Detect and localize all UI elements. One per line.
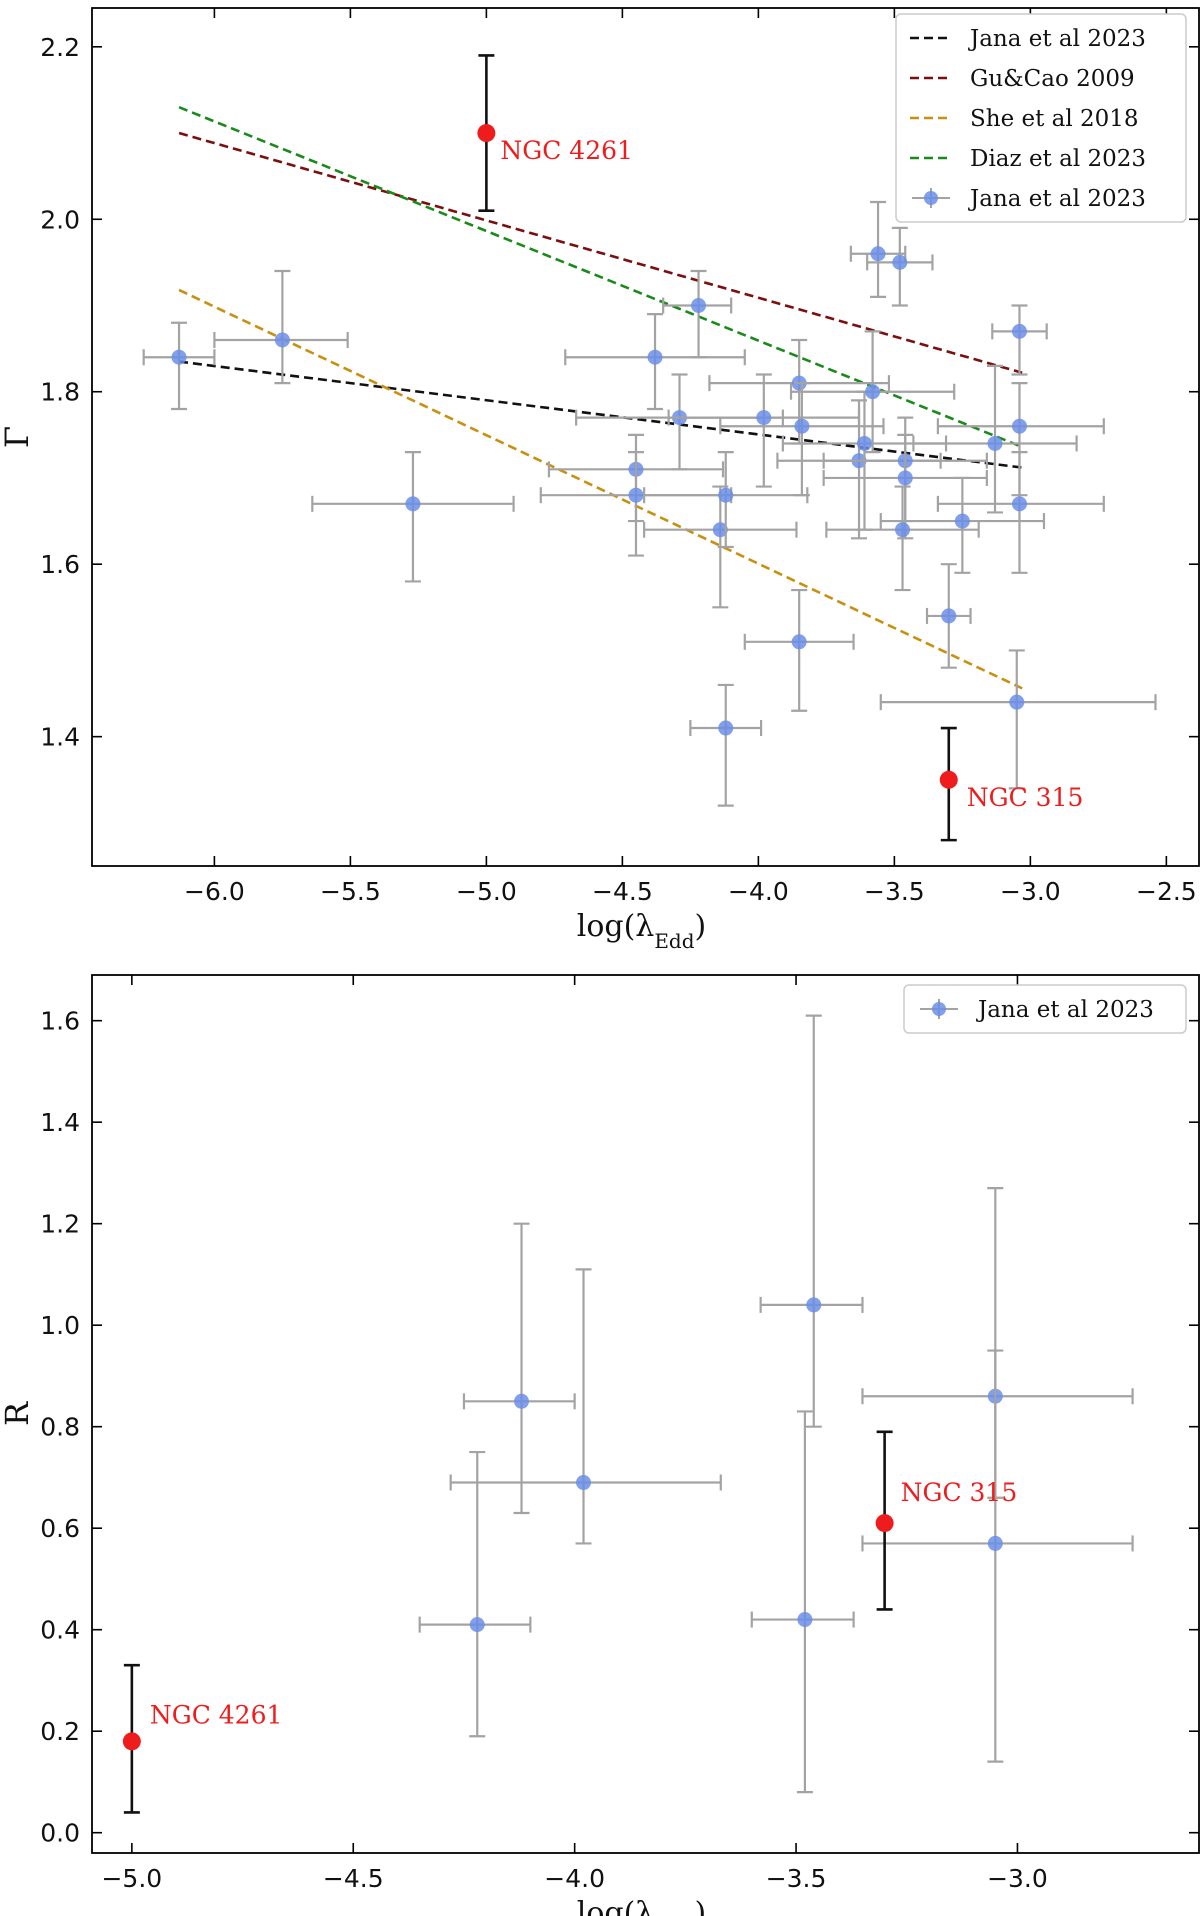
data-point [1011, 496, 1027, 512]
data-point [939, 770, 958, 789]
data-point [477, 124, 496, 143]
data-point [856, 435, 872, 451]
point-annotation: NGC 315 [967, 783, 1084, 812]
legend-label: Gu&Cao 2009 [970, 66, 1135, 92]
x-tick-label: −3.5 [864, 877, 925, 906]
data-point [987, 435, 1003, 451]
y-tick-label: 1.4 [40, 723, 80, 752]
legend-label: Jana et al 2023 [968, 186, 1146, 212]
legend-label: Diaz et al 2023 [970, 146, 1146, 172]
x-tick-label: −6.0 [184, 877, 245, 906]
point-annotation: NGC 315 [901, 1478, 1018, 1507]
data-point [274, 332, 290, 348]
data-point [895, 522, 911, 538]
data-point [122, 1732, 141, 1751]
data-point [954, 513, 970, 529]
data-point [941, 608, 957, 624]
data-point [794, 418, 810, 434]
y-tick-label: 0.8 [40, 1413, 80, 1442]
data-point [514, 1393, 530, 1409]
trend-line [178, 131, 1023, 375]
x-tick-label: −3.5 [766, 1864, 827, 1893]
x-tick-label: −5.0 [456, 877, 517, 906]
y-tick-label: 1.4 [40, 1108, 80, 1137]
data-point [647, 349, 663, 365]
x-tick-label: −4.0 [544, 1864, 605, 1893]
data-point [865, 384, 881, 400]
data-point [712, 522, 728, 538]
data-point [576, 1475, 592, 1491]
plot-area [122, 1014, 1134, 1814]
data-point [1011, 323, 1027, 339]
legend-label: She et al 2018 [970, 106, 1139, 132]
legend-box [903, 984, 1187, 1034]
legend-box [895, 13, 1187, 223]
x-axis-label: log(λEdd) [577, 1896, 707, 1916]
x-tick-label: −4.5 [323, 1864, 384, 1893]
data-point [870, 246, 886, 262]
data-point [892, 254, 908, 270]
data-point [469, 1617, 485, 1633]
point-annotation: NGC 4261 [150, 1700, 283, 1729]
gamma-panel: −6.0 −5.5 −5.0 −4.5 −4.0 −3.5 −3.0 −2.5 1.4 1.6 1.… [0, 7, 1200, 953]
legend: Jana et al 2023 Gu&Cao 2009 She et al 2018… [895, 13, 1187, 223]
x-axis-label-close: ) [695, 1896, 707, 1916]
y-tick-label: 2.0 [40, 205, 80, 234]
x-axis-label-main: log(λ [577, 1896, 655, 1916]
y-tick-label: 1.2 [40, 1210, 80, 1239]
x-tick-label: −5.0 [101, 1864, 162, 1893]
data-point [897, 470, 913, 486]
data-point [806, 1297, 822, 1313]
x-tick-label: −2.5 [1136, 877, 1197, 906]
y-tick-label: 0.4 [40, 1616, 80, 1645]
data-point [987, 1535, 1003, 1551]
data-point [875, 1514, 894, 1533]
y-tick-label: 2.2 [40, 33, 80, 62]
data-point [718, 487, 734, 503]
y-tick-label: 0.6 [40, 1514, 80, 1543]
data-point [791, 634, 807, 650]
x-axis-label: log(λEdd) [577, 909, 707, 953]
legend-label: Jana et al 2023 [976, 997, 1154, 1023]
x-axis-label-sub: Edd [654, 929, 694, 953]
trend-line [178, 105, 1023, 449]
y-axis-label: Γ [0, 426, 36, 448]
trend-line [178, 360, 1023, 469]
data-point [797, 1612, 813, 1628]
x-tick-label: −3.0 [1000, 877, 1061, 906]
y-tick-label: 0.0 [40, 1819, 80, 1848]
legend-marker-swatch [924, 191, 938, 205]
data-point [1011, 418, 1027, 434]
legend: Jana et al 2023 [903, 984, 1187, 1034]
axes-frame [91, 7, 1200, 867]
y-axis-label: R [0, 1401, 36, 1426]
x-tick-label: −4.5 [592, 877, 653, 906]
data-point [756, 410, 772, 426]
axes-frame [91, 974, 1200, 1854]
data-point [718, 720, 734, 736]
x-axis-label-main: log(λ [577, 909, 655, 944]
x-tick-label: −4.0 [728, 877, 789, 906]
x-tick-label: −3.0 [987, 1864, 1048, 1893]
point-annotation: NGC 4261 [500, 136, 633, 165]
trend-line [178, 288, 1023, 690]
data-point [1009, 694, 1025, 710]
y-tick-label: 1.0 [40, 1311, 80, 1340]
x-axis-label-close: ) [695, 909, 707, 944]
data-point [405, 496, 421, 512]
y-tick-label: 1.6 [40, 1007, 80, 1036]
plot-area [142, 54, 1157, 842]
y-tick-label: 1.6 [40, 550, 80, 579]
y-tick-label: 1.8 [40, 378, 80, 407]
y-tick-label: 0.2 [40, 1717, 80, 1746]
x-tick-label: −5.5 [320, 877, 381, 906]
legend-label: Jana et al 2023 [968, 26, 1146, 52]
data-point [628, 487, 644, 503]
data-point [171, 349, 187, 365]
legend-marker-swatch [932, 1002, 946, 1016]
data-point [691, 297, 707, 313]
reflection-panel: −5.0 −4.5 −4.0 −3.5 −3.0 0.0 0.2 0.4 0.6 0.8 1.0 1.… [0, 974, 1200, 1916]
